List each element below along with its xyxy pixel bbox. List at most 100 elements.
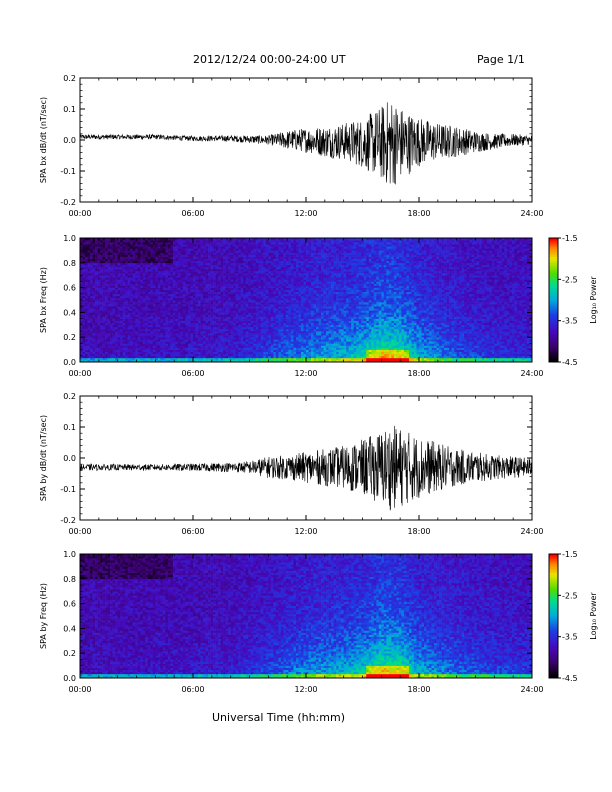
heatmap-cell: [85, 310, 88, 313]
heatmap-cell: [90, 266, 93, 270]
heatmap-cell: [125, 322, 129, 326]
heatmap-cell: [130, 345, 134, 348]
heatmap-cell: [235, 285, 239, 288]
heatmap-cell: [268, 349, 272, 352]
heatmap-cell: [162, 306, 166, 309]
heatmap-cell: [135, 244, 139, 247]
heatmap-cell: [180, 293, 184, 297]
heatmap-cell: [233, 320, 236, 324]
heatmap-cell: [253, 238, 257, 241]
heatmap-cell: [120, 256, 123, 259]
heatmap-cell: [137, 238, 141, 241]
heatmap-cell: [137, 318, 141, 321]
heatmap-cell: [97, 351, 101, 355]
heatmap-cell: [122, 320, 126, 324]
heatmap-cell: [147, 322, 151, 326]
heatmap-cell: [210, 349, 214, 352]
heatmap-cell: [160, 351, 164, 355]
heatmap-cell: [180, 242, 184, 245]
heatmap-cell: [240, 316, 244, 319]
heatmap-cell: [107, 246, 111, 249]
heatmap-cell: [100, 262, 103, 266]
heatmap-cell: [80, 300, 83, 303]
heatmap-cell: [132, 273, 136, 276]
heatmap-cell: [157, 275, 161, 278]
heatmap-cell: [85, 306, 88, 309]
heatmap-cell: [270, 281, 274, 284]
heatmap-cell: [233, 341, 236, 344]
heatmap-cell: [248, 273, 252, 276]
heatmap-cell: [200, 322, 204, 326]
heatmap-cell: [270, 310, 274, 313]
heatmap-cell: [115, 351, 118, 355]
heatmap-cell: [110, 291, 113, 295]
heatmap-cell: [87, 345, 91, 348]
heatmap-cell: [157, 320, 161, 324]
heatmap-cell: [147, 314, 151, 317]
heatmap-cell: [85, 328, 88, 332]
heatmap-cell: [218, 308, 221, 311]
heatmap-cell: [177, 277, 181, 280]
heatmap-cell: [263, 324, 267, 328]
heatmap-cell: [135, 357, 139, 361]
heatmap-cell: [225, 258, 229, 262]
heatmap-cell: [215, 326, 219, 330]
heatmap-cell: [200, 314, 204, 317]
heatmap-cell: [97, 281, 101, 284]
heatmap-cell: [228, 349, 231, 352]
heatmap-cell: [270, 240, 274, 243]
heatmap-cell: [167, 269, 171, 272]
heatmap-cell: [165, 347, 169, 350]
heatmap-cell: [270, 295, 274, 299]
heatmap-cell: [280, 283, 284, 286]
heatmap-cell: [182, 339, 186, 342]
heatmap-cell: [80, 242, 83, 245]
heatmap-cell: [215, 254, 219, 257]
heatmap-cell: [278, 349, 282, 352]
heatmap-cell: [177, 283, 181, 286]
heatmap-cell: [283, 328, 287, 332]
heatmap-cell: [220, 250, 224, 253]
heatmap-cell: [137, 271, 141, 274]
heatmap-cell: [230, 248, 234, 251]
heatmap-cell: [100, 266, 103, 270]
heatmap-cell: [265, 293, 269, 297]
heatmap-cell: [165, 357, 169, 361]
heatmap-cell: [190, 351, 194, 355]
heatmap-cell: [135, 328, 139, 332]
heatmap-cell: [195, 293, 199, 297]
heatmap-cell: [253, 242, 257, 245]
heatmap-cell: [268, 254, 272, 257]
heatmap-cell: [255, 279, 259, 282]
heatmap-cell: [273, 254, 277, 257]
heatmap-cell: [280, 326, 284, 330]
heatmap-cell: [87, 328, 91, 332]
heatmap-cell: [182, 250, 186, 253]
heatmap-cell: [273, 326, 277, 330]
heatmap-cell: [165, 260, 169, 264]
heatmap-cell: [152, 240, 156, 243]
heatmap-cell: [122, 349, 126, 352]
heatmap-cell: [127, 324, 131, 328]
heatmap-cell: [215, 347, 219, 350]
heatmap-cell: [230, 273, 234, 276]
heatmap-cell: [245, 244, 249, 247]
heatmap-cell: [260, 304, 264, 307]
heatmap-cell: [182, 289, 186, 293]
heatmap-cell: [210, 258, 214, 262]
heatmap-cell: [155, 312, 159, 315]
heatmap-cell: [190, 337, 194, 340]
heatmap-cell: [250, 337, 254, 340]
heatmap-cell: [238, 269, 242, 272]
heatmap-cell: [228, 335, 231, 338]
heatmap-cell: [275, 277, 279, 280]
heatmap-cell: [160, 271, 164, 274]
heatmap-cell: [135, 254, 139, 257]
heatmap-cell: [152, 343, 156, 346]
heatmap-cell: [265, 322, 269, 326]
heatmap-cell: [85, 275, 88, 278]
heatmap-cell: [280, 264, 284, 268]
heatmap-cell: [140, 322, 144, 326]
heatmap-cell: [97, 250, 101, 253]
heatmap-cell: [220, 266, 224, 270]
